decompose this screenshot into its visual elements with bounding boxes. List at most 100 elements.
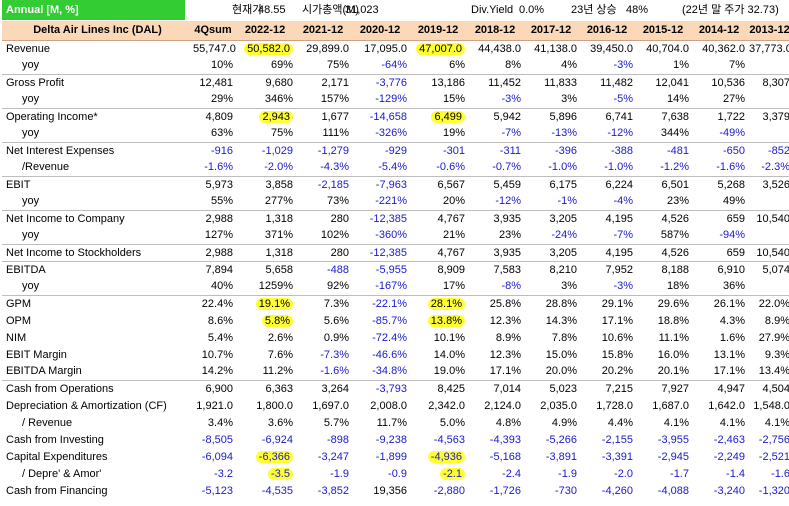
table-cell: -396 xyxy=(523,141,579,159)
row-label: EBIT Margin xyxy=(6,348,67,361)
table-cell: 4.1% xyxy=(663,416,689,429)
table-cell: 2,035.0 xyxy=(540,399,577,412)
table-cell: -4,936 xyxy=(409,448,467,465)
table-row: EBIT Margin 10.7% 7.6% -7.3% -46.6% 14.0% 12.3… xyxy=(2,346,789,363)
table-cell: -852 xyxy=(747,141,789,159)
table-cell: 280 xyxy=(295,209,351,227)
table-cell: 17.1% xyxy=(713,365,745,378)
row-label: Net Income to Company xyxy=(2,209,191,227)
table-cell: 8,425 xyxy=(409,379,467,397)
table-cell: -326% xyxy=(375,127,407,140)
table-cell: -2,249 xyxy=(713,450,745,463)
table-cell: 4,767 xyxy=(409,209,467,227)
table-cell: 0.9% xyxy=(323,331,349,344)
table-cell: 40% xyxy=(210,280,233,293)
table-cell: 5.0% xyxy=(439,416,465,429)
highlighted-value: -3.5 xyxy=(268,467,293,480)
table-cell: -64% xyxy=(381,59,407,72)
table-cell: -3.5 xyxy=(235,465,295,482)
table-cell: 1,722 xyxy=(691,107,747,125)
table-cell: 7% xyxy=(729,59,745,72)
financials-table: Delta Air Lines Inc (DAL) 4Qsum 2022-12 20… xyxy=(2,21,789,499)
table-cell: 2,988 xyxy=(191,243,235,261)
table-cell: 3,205 xyxy=(523,209,579,227)
table-cell: 10.1% xyxy=(433,331,465,344)
table-cell: 15.8% xyxy=(601,348,633,361)
table-cell: -72.4% xyxy=(372,331,407,344)
table-body: Revenue 55,747.0 50,582.0 29,899.0 17,095.0 4… xyxy=(2,39,789,499)
table-row: yoy 29% 346% 157% -129% 15% -3% 3% -5% 14% 27% xyxy=(2,91,789,108)
table-cell: -2.4 xyxy=(502,467,521,480)
table-cell: -7% xyxy=(501,127,521,140)
table-cell: 12.3% xyxy=(489,348,521,361)
table-header-row: Delta Air Lines Inc (DAL) 4Qsum 2022-12 20… xyxy=(2,21,789,41)
table-cell: 8,909 xyxy=(409,260,467,278)
table-cell: 5,973 xyxy=(191,175,235,193)
annual-unit-label: Annual [M, %] xyxy=(2,0,185,20)
table-cell: 4% xyxy=(561,59,577,72)
table-row: Net Income to Company 2,988 1,318 280 -12,38… xyxy=(2,209,789,227)
table-cell: -4,393 xyxy=(489,433,521,446)
table-cell: -6,366 xyxy=(235,448,295,465)
row-label: yoy xyxy=(22,229,40,242)
row-label: / Revenue xyxy=(22,416,73,429)
table-cell: 1,697.0 xyxy=(312,399,349,412)
table-cell: 8,307 xyxy=(747,73,789,91)
table-cell: 11,833 xyxy=(523,73,579,91)
table-cell: 20.0% xyxy=(545,365,577,378)
table-cell: 8% xyxy=(505,59,521,72)
table-cell: -13% xyxy=(551,127,577,140)
table-cell: -3% xyxy=(613,59,633,72)
table-cell: 1.6% xyxy=(719,331,745,344)
table-cell xyxy=(747,91,789,108)
table-cell: -1.7 xyxy=(670,467,689,480)
table-cell: 7,927 xyxy=(635,379,691,397)
table-cell: -1,899 xyxy=(375,450,407,463)
table-cell: 22.4% xyxy=(191,294,235,312)
table-cell: 14.0% xyxy=(433,348,465,361)
table-cell: -94% xyxy=(719,229,745,242)
row-label: Net Income to Stockholders xyxy=(2,243,191,261)
column-header: 2019-12 xyxy=(409,21,467,41)
table-row: Cash from Investing -8,505 -6,924 -898 -9,23… xyxy=(2,431,789,448)
table-cell: -6,924 xyxy=(261,433,293,446)
table-cell: -0.6% xyxy=(436,161,465,174)
table-cell: 20% xyxy=(442,195,465,208)
table-cell: -1.6% xyxy=(320,365,349,378)
table-cell: -9,238 xyxy=(375,433,407,446)
table-cell: 280 xyxy=(295,243,351,261)
table-cell: 8.9% xyxy=(764,314,789,327)
table-row: Cash from Financing -5,123 -4,535 -3,852 19,… xyxy=(2,482,789,499)
row-label: yoy xyxy=(22,93,40,106)
table-row: Gross Profit 12,481 9,680 2,171 -3,776 13,186… xyxy=(2,73,789,91)
table-cell: 8,188 xyxy=(635,260,691,278)
table-cell: 73% xyxy=(326,195,349,208)
table-cell: 11,482 xyxy=(579,73,635,91)
table-cell: -301 xyxy=(409,141,467,159)
table-cell: -1% xyxy=(557,195,577,208)
table-row: Cash from Operations 6,900 6,363 3,264 -3,79… xyxy=(2,379,789,397)
table-cell: 4,526 xyxy=(635,243,691,261)
table-cell: 344% xyxy=(660,127,689,140)
table-cell: -1.6% xyxy=(716,161,745,174)
table-cell: 3,264 xyxy=(295,379,351,397)
row-label: /Revenue xyxy=(22,161,70,174)
table-cell: 41,138.0 xyxy=(523,39,579,57)
table-cell: -129% xyxy=(375,93,407,106)
table-cell: 2.6% xyxy=(267,331,293,344)
highlighted-value: 19.1% xyxy=(255,297,293,310)
table-cell: 7,014 xyxy=(467,379,523,397)
row-label: / Depre' & Amor' xyxy=(22,467,102,480)
table-cell: 6,499 xyxy=(409,107,467,125)
table-cell: 4,809 xyxy=(191,107,235,125)
table-cell: 40,362.0 xyxy=(691,39,747,57)
table-cell: -7.3% xyxy=(320,348,349,361)
table-cell xyxy=(747,227,789,244)
table-cell: 29% xyxy=(210,93,233,106)
table-cell: -488 xyxy=(295,260,351,278)
row-label: EBITDA Margin xyxy=(6,365,82,378)
table-row: / Depre' & Amor' -3.2 -3.5 -1.9 -0.9 -2.1 -2.4… xyxy=(2,465,789,482)
table-cell: -49% xyxy=(719,127,745,140)
row-label: OPM xyxy=(6,314,32,327)
table-cell: -1.9 xyxy=(330,467,349,480)
